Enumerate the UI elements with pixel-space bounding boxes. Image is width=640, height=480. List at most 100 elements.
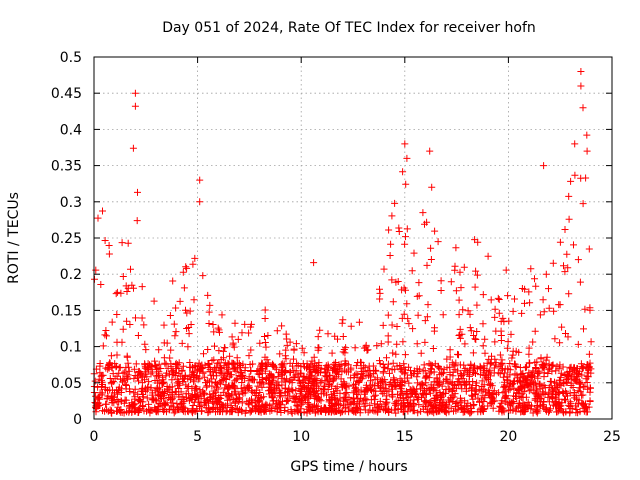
data-point xyxy=(476,398,483,406)
data-point xyxy=(409,325,417,333)
data-point xyxy=(431,394,439,402)
data-point xyxy=(332,385,340,393)
data-point xyxy=(376,397,384,405)
data-point xyxy=(178,405,186,413)
data-point xyxy=(523,363,531,371)
data-point xyxy=(584,408,591,416)
data-point xyxy=(118,385,125,393)
data-point xyxy=(211,342,218,350)
data-point xyxy=(571,140,579,148)
data-point xyxy=(140,407,148,415)
data-point xyxy=(392,278,400,286)
data-point xyxy=(112,290,120,298)
data-point xyxy=(334,367,341,375)
data-point xyxy=(134,332,142,339)
data-point xyxy=(180,284,188,292)
data-point xyxy=(329,377,337,385)
data-point xyxy=(545,366,553,374)
data-point xyxy=(122,364,130,372)
data-point xyxy=(388,321,396,329)
data-point xyxy=(185,330,193,338)
data-point xyxy=(567,177,575,185)
data-point xyxy=(292,340,300,348)
data-point xyxy=(456,399,464,407)
data-point xyxy=(536,311,544,319)
data-point xyxy=(490,387,498,395)
data-point xyxy=(549,394,557,402)
data-point xyxy=(371,376,379,384)
data-point xyxy=(413,340,421,348)
data-point xyxy=(94,383,102,391)
data-point xyxy=(172,361,180,368)
data-point xyxy=(106,375,114,382)
data-point xyxy=(261,315,269,322)
data-point xyxy=(352,408,360,416)
data-point xyxy=(162,372,170,380)
data-point xyxy=(442,408,450,415)
data-point xyxy=(574,256,582,264)
data-point xyxy=(182,381,190,389)
data-point xyxy=(426,369,434,377)
data-point xyxy=(495,407,503,415)
data-point xyxy=(427,256,435,263)
data-point xyxy=(446,353,454,361)
data-point xyxy=(294,403,302,411)
data-point xyxy=(123,372,131,380)
data-point xyxy=(417,407,425,415)
data-point xyxy=(498,356,506,364)
data-point xyxy=(220,404,228,412)
data-point xyxy=(547,362,555,370)
data-point xyxy=(452,407,460,415)
data-point xyxy=(536,394,544,402)
data-point xyxy=(181,371,189,379)
data-point xyxy=(450,384,458,392)
data-point xyxy=(339,333,347,340)
data-point xyxy=(172,328,180,336)
data-point xyxy=(481,349,489,357)
data-point xyxy=(92,266,100,274)
data-point xyxy=(165,406,173,414)
data-point xyxy=(421,317,429,325)
data-point xyxy=(168,376,176,384)
data-point xyxy=(189,363,196,371)
data-point xyxy=(551,335,559,343)
data-point xyxy=(105,242,113,249)
data-point xyxy=(409,399,417,407)
data-point xyxy=(125,367,133,375)
data-point xyxy=(513,371,521,379)
data-point xyxy=(472,386,480,394)
data-point xyxy=(220,362,228,370)
data-point xyxy=(371,395,379,403)
data-point xyxy=(466,310,474,318)
data-point xyxy=(254,367,262,374)
data-point xyxy=(566,371,574,379)
data-point xyxy=(326,396,334,404)
data-point xyxy=(124,359,132,367)
data-point xyxy=(529,368,537,376)
data-point xyxy=(123,353,131,361)
data-point xyxy=(363,386,371,394)
data-point xyxy=(431,404,439,412)
data-point xyxy=(97,281,105,288)
data-point xyxy=(232,405,240,413)
data-point xyxy=(357,358,364,366)
data-point xyxy=(121,396,129,404)
data-point xyxy=(461,408,469,416)
data-point xyxy=(531,406,539,414)
data-point xyxy=(205,360,213,368)
data-point xyxy=(428,365,435,373)
data-point xyxy=(108,379,116,386)
data-point xyxy=(509,406,517,414)
data-point xyxy=(306,407,314,415)
data-point xyxy=(387,240,395,248)
data-point xyxy=(210,356,218,364)
data-point xyxy=(585,403,593,411)
data-point xyxy=(464,307,472,315)
data-point xyxy=(571,171,579,179)
data-point xyxy=(261,367,269,375)
data-point xyxy=(311,387,319,395)
data-point xyxy=(457,371,465,379)
data-point xyxy=(566,405,574,413)
data-point xyxy=(405,320,413,328)
data-point xyxy=(123,317,131,325)
